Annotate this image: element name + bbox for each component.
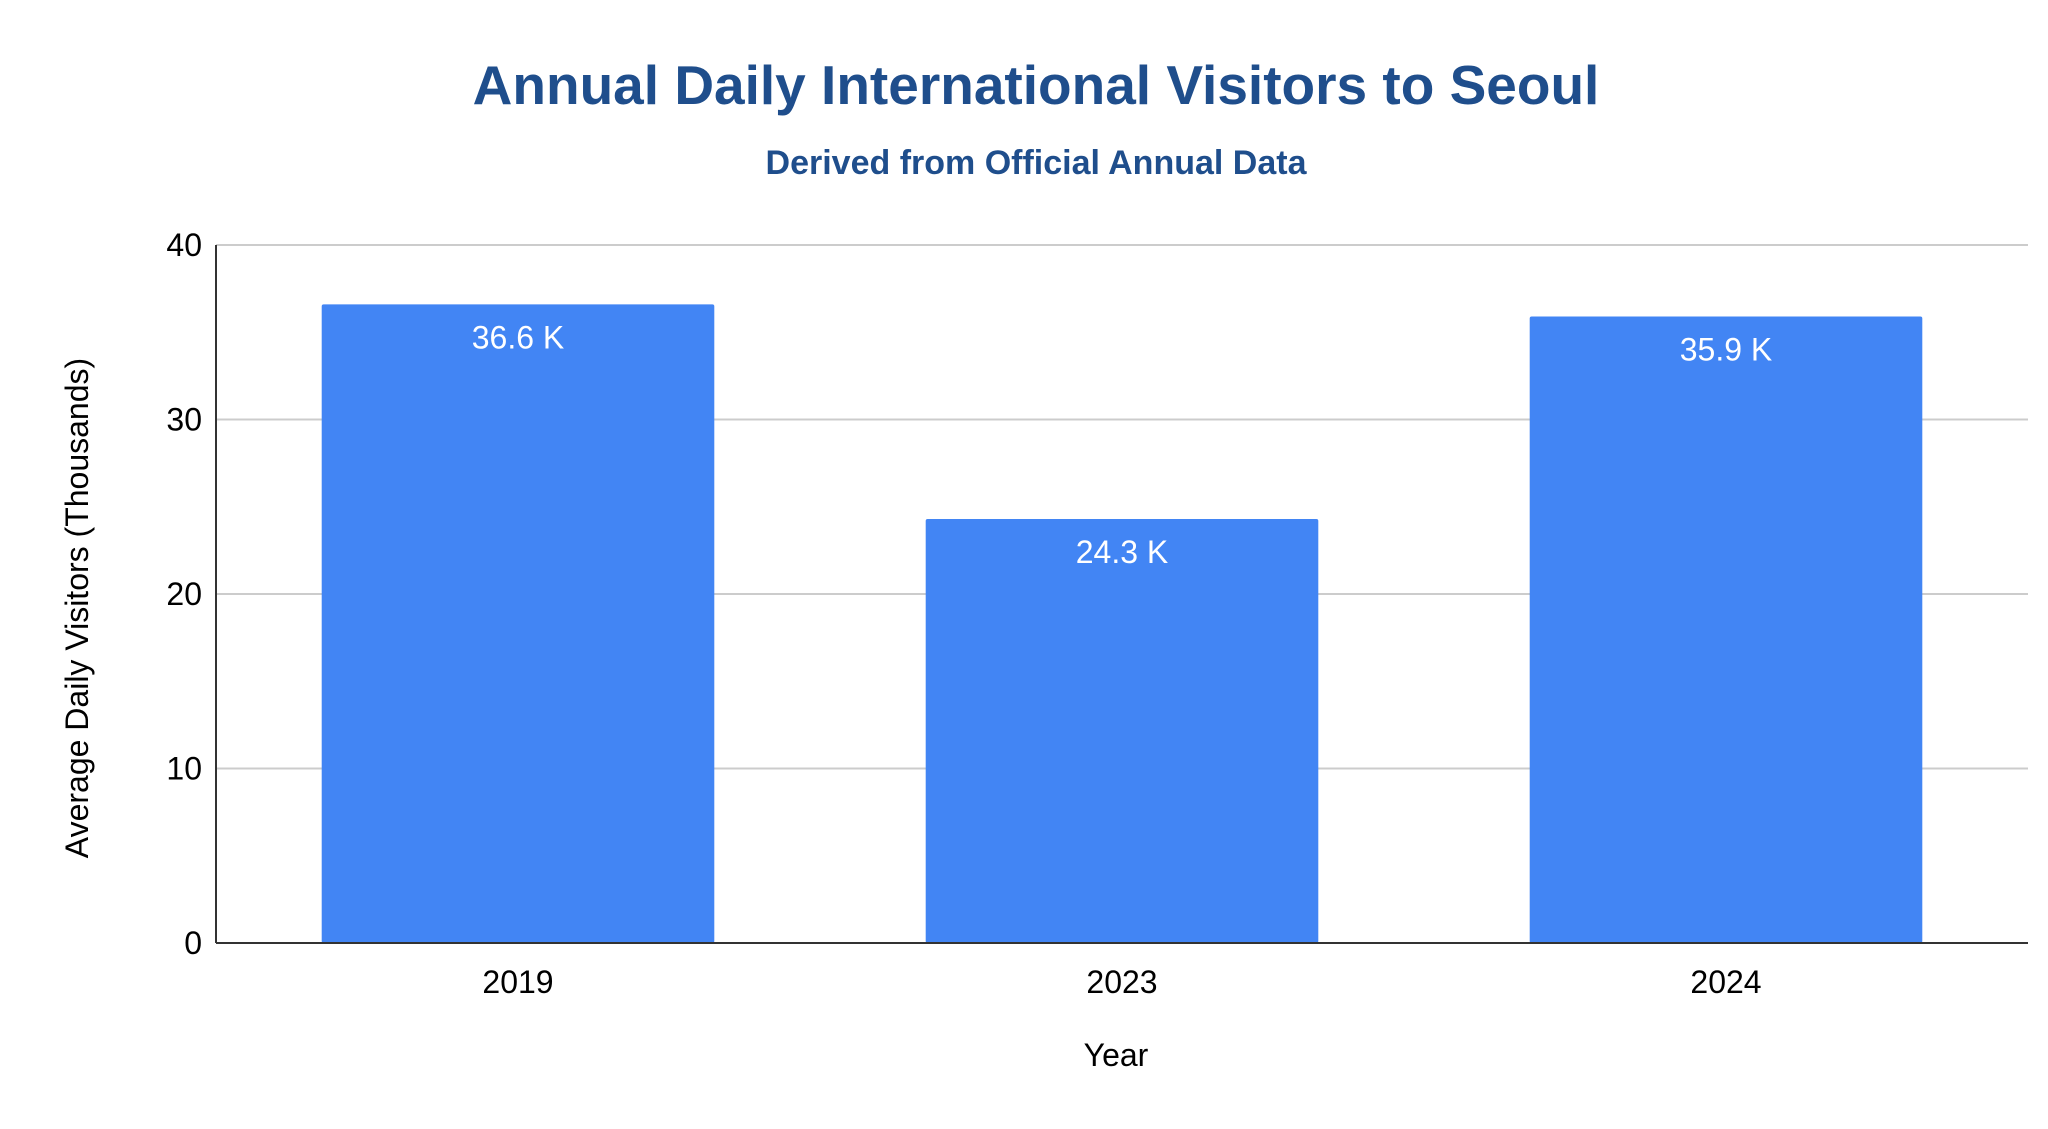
y-tick-label: 30 [166, 402, 202, 438]
chart-title: Annual Daily International Visitors to S… [473, 54, 1600, 116]
x-tick-label: 2023 [1086, 964, 1157, 1000]
data-labels: 36.6 K 24.3 K 35.9 K [472, 319, 1773, 570]
y-tick-label: 0 [184, 925, 202, 961]
x-axis-label: Year [1084, 1037, 1149, 1073]
y-tick-label: 10 [166, 751, 202, 787]
chart-subtitle: Derived from Official Annual Data [766, 144, 1308, 182]
x-axis-ticks: 2019 2023 2024 [482, 964, 1761, 1000]
y-axis-label: Average Daily Visitors (Thousands) [59, 358, 95, 858]
data-label-2023: 24.3 K [1076, 534, 1169, 570]
bar-2019 [321, 304, 715, 944]
x-tick-label: 2019 [482, 964, 553, 1000]
x-tick-label: 2024 [1690, 964, 1761, 1000]
data-label-2019: 36.6 K [472, 319, 565, 355]
y-tick-label: 40 [166, 227, 202, 263]
y-axis-ticks: 0 10 20 30 40 [166, 227, 202, 961]
bars [321, 304, 1923, 944]
bar-2024 [1529, 316, 1923, 943]
data-label-2024: 35.9 K [1680, 332, 1773, 368]
y-tick-label: 20 [166, 576, 202, 612]
bar-2023 [925, 518, 1319, 943]
